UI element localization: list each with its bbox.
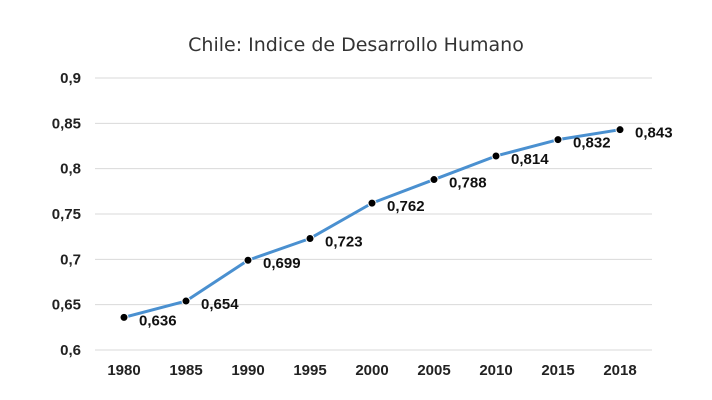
data-label: 0,636: [139, 312, 177, 329]
y-tick-label: 0,85: [52, 115, 81, 132]
data-label: 0,788: [449, 175, 487, 192]
y-tick-label: 0,6: [60, 342, 81, 359]
x-tick-label: 2010: [479, 362, 512, 379]
point-layer: [119, 125, 625, 322]
data-label: 0,832: [573, 135, 611, 152]
data-point: [491, 151, 501, 161]
x-tick-label: 2005: [417, 362, 450, 379]
x-tick-label: 1990: [231, 362, 264, 379]
x-tick-label: 1980: [107, 362, 140, 379]
data-point: [119, 312, 129, 322]
data-label: 0,843: [635, 125, 673, 142]
x-tick-label: 1995: [293, 362, 326, 379]
y-axis: 0,6 0,65 0,7 0,75 0,8 0,85 0,9: [52, 70, 81, 359]
data-point: [429, 175, 439, 185]
grid-layer: [95, 77, 652, 351]
data-label: 0,699: [263, 255, 301, 272]
y-tick-label: 0,7: [60, 251, 81, 268]
x-tick-label: 1985: [169, 362, 202, 379]
data-label: 0,723: [325, 233, 363, 250]
data-point: [243, 255, 253, 265]
data-point: [553, 135, 563, 145]
y-tick-label: 0,8: [60, 161, 81, 178]
x-tick-label: 2000: [355, 362, 388, 379]
x-axis: 1980 1985 1990 1995 2000 2005 2010 2015 2018: [107, 362, 636, 379]
data-point: [181, 296, 191, 306]
y-tick-label: 0,75: [52, 206, 81, 223]
y-tick-label: 0,9: [60, 70, 81, 87]
data-point: [305, 233, 315, 243]
data-label: 0,654: [201, 296, 239, 313]
y-tick-label: 0,65: [52, 297, 81, 314]
data-label: 0,814: [511, 151, 549, 168]
data-label: 0,762: [387, 198, 425, 215]
x-tick-label: 2015: [541, 362, 574, 379]
x-tick-label: 2018: [603, 362, 636, 379]
chart-title: Chile: Indice de Desarrollo Humano: [188, 34, 524, 56]
label-layer: 0,636 0,654 0,699 0,723 0,762 0,788 0,814 0,832…: [139, 125, 673, 330]
data-point: [367, 198, 377, 208]
data-point: [615, 125, 625, 135]
